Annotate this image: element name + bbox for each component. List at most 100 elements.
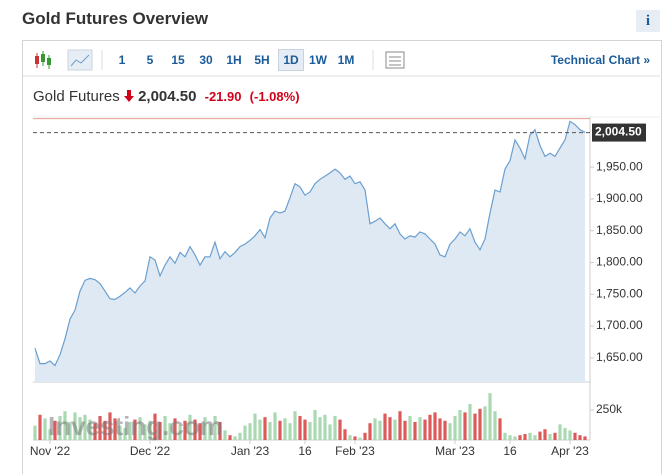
interval-button[interactable]: 15: [171, 53, 185, 67]
volume-bar: [383, 413, 387, 440]
candlestick-icon[interactable]: [35, 51, 51, 69]
volume-bar: [353, 436, 357, 440]
volume-bar: [178, 425, 182, 440]
volume-bar: [378, 420, 382, 440]
volume-bar: [188, 414, 192, 440]
volume-tick-label: 250k: [596, 402, 623, 416]
volume-bar: [253, 413, 257, 440]
volume-bar: [83, 414, 87, 440]
volume-bar: [538, 431, 542, 440]
volume-bar: [213, 415, 217, 440]
volume-bar: [448, 423, 452, 440]
volume-bar: [123, 427, 127, 440]
change: -21.90: [204, 89, 242, 104]
page-title: Gold Futures Overview: [22, 9, 209, 28]
x-tick-label: Feb '23: [335, 444, 375, 458]
area-icon[interactable]: [67, 49, 93, 71]
volume-bar: [233, 436, 237, 440]
x-tick-label: Jan '23: [231, 444, 270, 458]
x-tick-label: Mar '23: [435, 444, 475, 458]
volume-bar: [423, 419, 427, 440]
volume-bar: [443, 420, 447, 440]
volume-bar: [73, 412, 77, 440]
volume-bar: [243, 425, 247, 440]
interval-button[interactable]: 5: [146, 53, 154, 67]
volume-bar: [408, 415, 412, 440]
volume-bar: [198, 423, 202, 440]
widget-frame: [22, 40, 662, 474]
volume-bar: [273, 412, 277, 440]
volume-bar: [573, 432, 577, 440]
toolbar: Technical Chart » 1 5 15 30 1H 5H 1D 1W 1M: [30, 46, 654, 74]
interval-button[interactable]: 1: [118, 53, 126, 67]
volume-bar: [288, 423, 292, 440]
volume-bar: [78, 417, 82, 440]
last-price: 2,004.50: [138, 88, 197, 105]
volume-bar: [128, 421, 132, 440]
volume-bar: [103, 420, 107, 440]
volume-bar: [578, 435, 582, 440]
info-button[interactable]: i: [636, 10, 660, 32]
y-tick-label: 1,800.00: [596, 255, 643, 269]
volume-bar: [398, 411, 402, 440]
volume-bar: [568, 430, 572, 440]
volume-bar: [413, 421, 417, 440]
volume-bar: [393, 419, 397, 440]
volume-bar: [343, 429, 347, 440]
volume-bar: [498, 418, 502, 440]
change-percent: (-1.08%): [249, 89, 300, 104]
interval-button[interactable]: 1W: [309, 53, 327, 67]
volume-bar: [483, 406, 487, 440]
interval-button[interactable]: 1H: [226, 53, 242, 67]
volume-bar: [193, 419, 197, 440]
volume-bar: [548, 433, 552, 440]
volume-bar: [373, 418, 377, 440]
interval-button[interactable]: 1M: [337, 53, 355, 67]
volume-bar: [293, 411, 297, 440]
volume-bar: [303, 419, 307, 440]
last-price-label: 2,004.50: [595, 125, 642, 139]
volume-bar: [508, 435, 512, 440]
interval-button[interactable]: 5H: [254, 53, 270, 67]
volume-bar: [173, 418, 177, 440]
volume-bar: [158, 421, 162, 440]
volume-bar: [278, 420, 282, 440]
volume-bar: [88, 419, 92, 440]
volume-bar: [503, 432, 507, 440]
watermark: Investing.com: [48, 411, 223, 441]
volume-bar: [433, 412, 437, 440]
last-price-box: [592, 123, 646, 142]
volume-bar: [38, 414, 42, 440]
volume-bar: [323, 414, 327, 440]
volume-bar: [318, 417, 322, 440]
volume-bar: [458, 409, 462, 440]
volume-bar: [348, 435, 352, 440]
volume-bar: [218, 421, 222, 440]
volume-bar: [248, 423, 252, 440]
volume-bar: [228, 435, 232, 440]
volume-bar: [153, 413, 157, 440]
interval-button[interactable]: 30: [199, 53, 213, 67]
volume-bar: [558, 424, 562, 440]
volume-bar: [93, 423, 97, 440]
volume-bar: [338, 419, 342, 440]
y-tick-label: 1,650.00: [596, 350, 643, 364]
volume-bar: [48, 429, 52, 440]
x-tick-label: 16: [503, 444, 517, 458]
table-icon[interactable]: [385, 51, 405, 69]
y-tick-label: 1,750.00: [596, 286, 643, 300]
volume-bar: [118, 425, 122, 440]
y-tick-label: 1,900.00: [596, 191, 643, 205]
volume-bar: [473, 413, 477, 440]
volume-bar: [453, 415, 457, 440]
volume-bar: [543, 429, 547, 440]
volume-bar: [263, 417, 267, 440]
x-tick-label: Nov '22: [30, 444, 71, 458]
volume-bar: [163, 415, 167, 440]
interval-button[interactable]: 1D: [278, 49, 304, 71]
volume-bar: [583, 436, 587, 440]
volume-bar: [328, 424, 332, 440]
volume-bar: [138, 417, 142, 440]
technical-chart-link[interactable]: Technical Chart »: [550, 53, 650, 67]
volume-bar: [313, 409, 317, 440]
